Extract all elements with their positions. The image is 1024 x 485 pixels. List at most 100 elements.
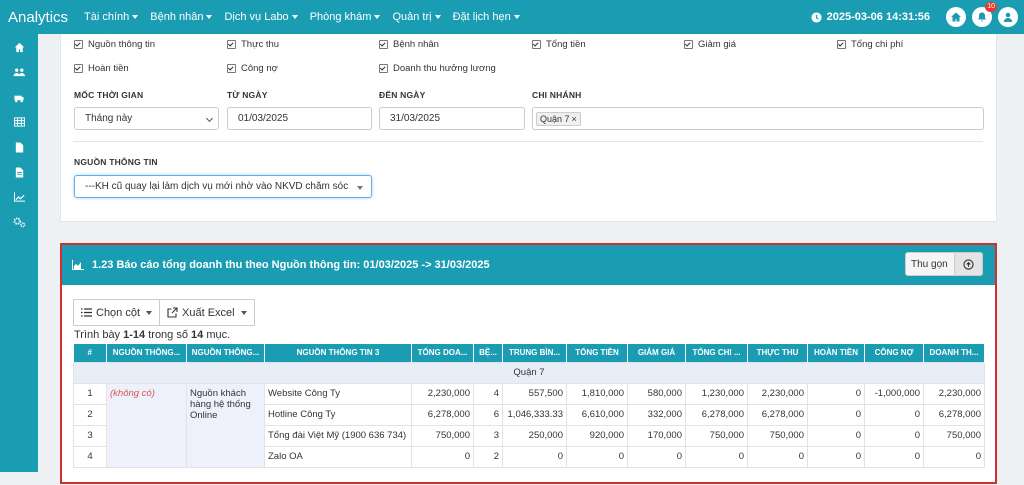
user-icon [1003, 12, 1013, 22]
branch-multiselect[interactable]: Quận 7 × [532, 107, 984, 130]
checkbox-label: Giảm giá [698, 39, 737, 50]
checkbox-checked-icon [379, 40, 388, 49]
column-header[interactable]: DOANH TH... [923, 344, 985, 362]
table-row: 4 Zalo OA 0 2 0 0 0 0 0 0 0 0 [73, 445, 985, 468]
refund-cell: 0 [807, 382, 865, 405]
external-link-icon [167, 307, 178, 318]
source3-cell: Zalo OA [264, 445, 412, 468]
users-icon[interactable] [12, 65, 26, 79]
caret-down-icon [374, 15, 381, 19]
column-header[interactable]: TRUNG BÌN... [502, 344, 567, 362]
discount-cell: 580,000 [627, 382, 686, 405]
chart-icon[interactable] [12, 190, 26, 204]
to-date-value: 31/03/2025 [390, 113, 441, 124]
nav-right: 2025-03-06 14:31:56 10 [811, 2, 1024, 27]
average-cell: 1,046,333.33 [502, 403, 567, 426]
user-button[interactable] [998, 7, 1018, 27]
checkbox-label: Thực thu [241, 39, 280, 50]
summary-total: 14 [191, 329, 204, 341]
column-header[interactable]: NGUỒN THÔNG... [106, 344, 187, 362]
cost-cell: 1,230,000 [685, 382, 748, 405]
menu-item-labo[interactable]: Dịch vụ Labo [218, 11, 303, 23]
bell-icon [978, 12, 986, 22]
tag-remove-icon[interactable]: × [571, 113, 577, 124]
patients-cell: 2 [473, 445, 503, 468]
collapse-button[interactable]: Thu gọn [905, 252, 983, 276]
collapse-label: Thu gọn [911, 258, 948, 270]
clock-icon [811, 11, 822, 23]
column-header[interactable]: NGUỒN THÔNG TIN 3 [264, 344, 412, 362]
column-header[interactable]: NGUỒN THÔNG... [186, 344, 265, 362]
time-label: MỐC THỜI GIAN [74, 90, 144, 100]
checkbox-cost[interactable]: Tổng chi phí [837, 39, 903, 50]
export-excel-button[interactable]: Xuất Excel [160, 299, 255, 326]
time-select[interactable]: Tháng này [74, 107, 219, 130]
checkbox-total[interactable]: Tổng tiền [532, 39, 586, 50]
choose-columns-button[interactable]: Chọn cột [73, 299, 161, 326]
column-header[interactable]: BỆ... [473, 344, 503, 362]
column-header[interactable]: TỔNG TIỀN [566, 344, 628, 362]
row-number: 2 [73, 403, 107, 426]
table-icon[interactable] [12, 115, 26, 129]
column-header[interactable]: CÔNG NỢ [864, 344, 924, 362]
main-menu: Tài chính Bệnh nhân Dịch vụ Labo Phòng k… [78, 11, 526, 23]
branch-tag: Quận 7 × [536, 111, 581, 126]
report-header: 1.23 Báo cáo tổng doanh thu theo Nguồn t… [62, 245, 995, 285]
from-date-input[interactable]: 01/03/2025 [227, 107, 372, 130]
home-button[interactable] [946, 7, 966, 27]
checkbox-refund[interactable]: Hoàn tiền [74, 63, 129, 74]
column-header[interactable]: GIẢM GIÁ [627, 344, 686, 362]
checkbox-label: Tổng chi phí [851, 39, 904, 50]
arrow-up-circle-icon [954, 253, 982, 275]
total-cell: 6,610,000 [566, 403, 628, 426]
column-header[interactable]: TỔNG DOA... [411, 344, 474, 362]
checkbox-source[interactable]: Nguồn thông tin [74, 39, 155, 50]
source3-cell: Tổng đài Việt Mỹ (1900 636 734) [264, 424, 412, 447]
column-header[interactable]: HOÀN TIỀN [807, 344, 865, 362]
summary-range: 1-14 [123, 329, 146, 341]
checkbox-patients[interactable]: Bệnh nhân [379, 39, 439, 50]
to-date-input[interactable]: 31/03/2025 [379, 107, 525, 130]
branch-tag-label: Quận 7 [540, 113, 570, 124]
menu-item-appointments[interactable]: Đặt lịch hẹn [447, 11, 526, 23]
labo-icon[interactable] [12, 90, 26, 104]
source3-cell: Hotline Công Ty [264, 403, 412, 426]
average-cell: 557,500 [502, 382, 567, 405]
total-cell: 920,000 [566, 424, 628, 447]
checkbox-checked-icon [379, 64, 388, 73]
notifications-button[interactable]: 10 [972, 2, 997, 27]
checkbox-salary-revenue[interactable]: Doanh thu hưởng lương [379, 63, 496, 74]
column-header[interactable]: TỔNG CHI ... [685, 344, 748, 362]
caret-down-icon [291, 15, 298, 19]
checkbox-actual[interactable]: Thực thu [227, 39, 279, 50]
menu-item-patients[interactable]: Bệnh nhân [144, 11, 218, 23]
row-number: 1 [73, 382, 107, 405]
menu-item-clinic[interactable]: Phòng khám [304, 11, 387, 23]
file-icon[interactable] [12, 140, 26, 154]
total-revenue-cell: 750,000 [411, 424, 474, 447]
divider [73, 141, 983, 142]
column-header[interactable]: # [73, 344, 107, 362]
filter-panel: Nguồn thông tin Thực thu Bệnh nhân Tổng … [60, 34, 997, 222]
column-header[interactable]: THỰC THU [747, 344, 808, 362]
group-label: Quận 7 [73, 361, 985, 384]
cost-cell: 6,278,000 [685, 403, 748, 426]
summary-prefix: Trình bày [74, 329, 121, 341]
caret-down-icon [132, 15, 139, 19]
source3-cell: Website Công Ty [264, 382, 412, 405]
menu-item-admin[interactable]: Quản trị [386, 11, 446, 23]
report-table: # NGUỒN THÔNG... NGUỒN THÔNG... NGUỒN TH… [73, 344, 985, 468]
app-title[interactable]: Analytics [8, 8, 69, 26]
checkbox-checked-icon [532, 40, 541, 49]
menu-item-finance[interactable]: Tài chính [78, 11, 144, 23]
revenue-cell: 0 [923, 445, 985, 468]
discount-cell: 170,000 [627, 424, 686, 447]
checkbox-label: Hoàn tiền [88, 63, 129, 74]
source-select[interactable]: ---KH cũ quay lại làm dịch vụ mới nhờ và… [74, 175, 372, 198]
settings-icon[interactable] [12, 215, 26, 229]
checkbox-debt[interactable]: Công nợ [227, 63, 278, 74]
home-icon[interactable] [12, 40, 26, 54]
checkbox-label: Nguồn thông tin [88, 39, 156, 50]
document-icon[interactable] [12, 165, 26, 179]
checkbox-discount[interactable]: Giảm giá [684, 39, 736, 50]
